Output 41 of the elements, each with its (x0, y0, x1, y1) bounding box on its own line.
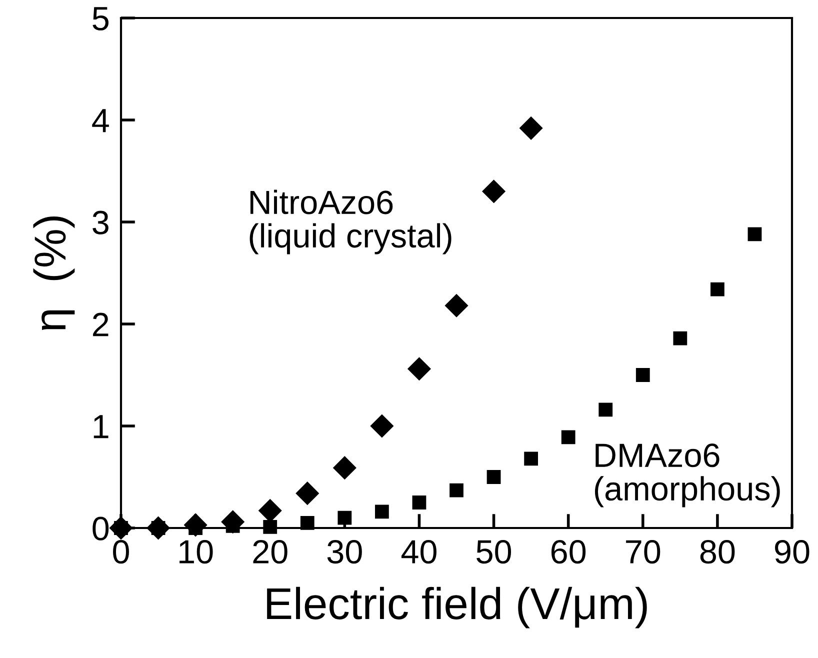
series-label: NitroAzo6 (liquid crystal) (250, 190, 452, 254)
point (561, 430, 576, 444)
x-tick-label: 60 (551, 540, 586, 564)
y-tick-label: 0 (92, 516, 109, 540)
y-tick-label: 3 (92, 210, 108, 234)
x-tick-label: 80 (700, 540, 735, 564)
x-axis-title: Electric field (V/μm) (267, 586, 647, 628)
point (412, 496, 426, 510)
point (598, 402, 613, 417)
y-tick-label: 2 (93, 312, 108, 336)
x-tick-label: 90 (775, 540, 810, 564)
point (263, 520, 278, 534)
point (296, 482, 319, 505)
point (408, 357, 431, 380)
point (333, 456, 356, 480)
x-tick-label: 70 (626, 540, 660, 564)
point (450, 483, 464, 498)
point (482, 180, 506, 203)
y-tick-label: 1 (94, 415, 108, 438)
x-tick-label: 40 (401, 540, 436, 564)
x-tick-label: 0 (113, 540, 129, 564)
y-axis-title: η (%) (33, 216, 75, 330)
x-tick-label: 20 (253, 540, 288, 564)
x-tick-label: 30 (327, 540, 362, 564)
point (636, 368, 650, 382)
point (710, 282, 724, 296)
y-tick-label: 4 (92, 109, 109, 132)
point (370, 414, 394, 438)
point (486, 470, 501, 484)
point (445, 294, 468, 318)
point (520, 116, 543, 140)
point (375, 504, 389, 519)
point (524, 452, 538, 466)
point (673, 331, 688, 346)
x-tick-label: 10 (180, 540, 213, 564)
point (338, 510, 352, 525)
point (748, 227, 762, 242)
y-tick-label: 5 (92, 7, 108, 30)
x-tick-label: 50 (476, 540, 512, 564)
series-label: DMAzo6 (amorphous) (595, 444, 780, 508)
point (300, 516, 314, 530)
